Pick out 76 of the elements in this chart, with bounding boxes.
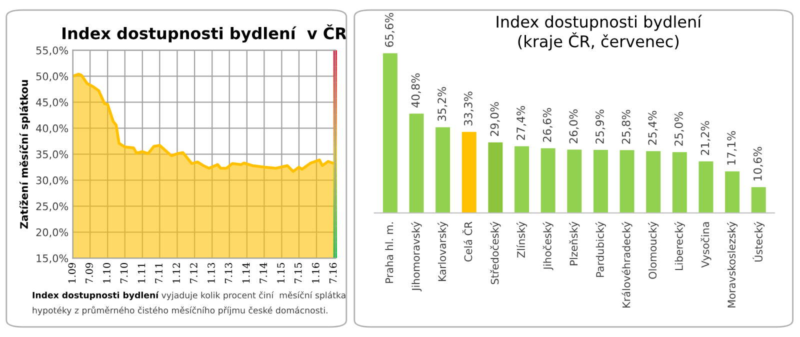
x-tick-label: 1.15 (277, 263, 285, 283)
chart-title: Index dostupnosti bydlení (kraje ČR, červenec) (496, 14, 702, 50)
bar (620, 150, 634, 213)
y-tick-label: 35,0% (36, 150, 68, 160)
data-label: 25,0% (674, 112, 684, 146)
data-label: 26,6% (542, 108, 552, 142)
bar (462, 132, 476, 213)
x-tick-label: 1.09 (68, 262, 76, 283)
x-tick-label: Praha hl. m. (385, 222, 394, 283)
bar (488, 142, 503, 213)
x-tick-label: Ústecký (752, 222, 765, 262)
x-tick-label: Plzeňský (569, 222, 580, 266)
x-tick-label: 1.11 (138, 264, 146, 283)
bar (646, 151, 661, 213)
x-tick-label: Olomoucký (648, 222, 659, 279)
data-label: 25,4% (648, 110, 658, 145)
y-tick-label: 55,0% (36, 46, 68, 56)
x-tick-label: Středočeský (490, 222, 501, 284)
text: Index dostupnosti bydlení (32, 291, 159, 300)
x-tick-label: 7.10 (120, 262, 128, 284)
x-tick-label: Liberecký (674, 222, 685, 270)
data-label: 29,0% (490, 102, 500, 136)
x-tick-label: 1.12 (172, 263, 180, 283)
x-tick-label: 7.14 (260, 262, 267, 284)
data-label: 21,2% (700, 121, 710, 155)
bar (698, 161, 714, 213)
y-axis-title: Zatížení měsíční splátkou (19, 80, 30, 229)
data-label: 27,4% (516, 106, 526, 140)
x-tick-label: Celá ČR (462, 222, 472, 262)
bar (409, 114, 424, 213)
bar (436, 127, 450, 213)
data-label: 10,6% (753, 146, 763, 180)
bar (751, 187, 766, 213)
data-label: 35,2% (438, 87, 448, 121)
y-tick-label: 45,0% (36, 98, 68, 108)
x-tick-label: 7.11 (155, 264, 162, 284)
x-tick-label: 7.12 (190, 263, 198, 284)
chart-title: Index dostupnosti bydlení v ČR (62, 24, 347, 43)
data-label: 25,8% (622, 110, 632, 144)
bar (567, 150, 582, 213)
bar (593, 150, 608, 213)
y-tick-label: 20,0% (36, 228, 68, 238)
text: hypotéky z průměrného čistého měsíčního příjmu české domácnosti. (32, 306, 328, 316)
bar (540, 148, 556, 213)
x-tick-label: 7.13 (224, 263, 232, 284)
data-label: 25,9% (596, 110, 606, 144)
bar (725, 171, 740, 213)
x-tick-label: 7.15 (294, 263, 302, 284)
x-tick-label: 7.16 (329, 262, 337, 284)
x-tick-label: Karlovarský (438, 222, 448, 281)
data-label: 33,3% (464, 92, 474, 126)
bar (672, 152, 687, 213)
x-tick-label: Vysočina (700, 222, 712, 268)
y-tick-label: 30,0% (36, 176, 68, 186)
x-tick-label: Jihočeský (542, 222, 554, 270)
x-tick-label: 1.14 (242, 262, 250, 283)
x-tick-label: Moravskoslezský (727, 222, 738, 308)
y-tick-label: 40,0% (36, 124, 68, 134)
y-tick-label: 25,0% (36, 202, 68, 212)
x-tick-label: Zlínský (516, 222, 528, 258)
x-tick-label: Královéhradecký (622, 222, 632, 308)
data-label: 65,6% (385, 13, 395, 47)
data-label: 40,8% (411, 73, 421, 108)
x-tick-label: Pardubický (595, 222, 606, 277)
data-label: 17,1% (727, 131, 737, 165)
x-tick-label: Jihomoravský (411, 222, 422, 292)
x-tick-label: 1.13 (208, 263, 215, 283)
x-tick-label: 1.16 (312, 262, 320, 283)
x-tick-label: 1.10 (103, 262, 110, 283)
x-tick-label: 7.09 (86, 262, 93, 284)
data-label: 26,0% (569, 109, 579, 144)
text: vyjaduje kolik procent činí měsíční splátka (162, 291, 346, 300)
y-tick-label: 15,0% (36, 254, 68, 264)
bar (382, 53, 398, 213)
y-tick-label: 50,0% (36, 72, 68, 82)
bar (514, 146, 530, 213)
